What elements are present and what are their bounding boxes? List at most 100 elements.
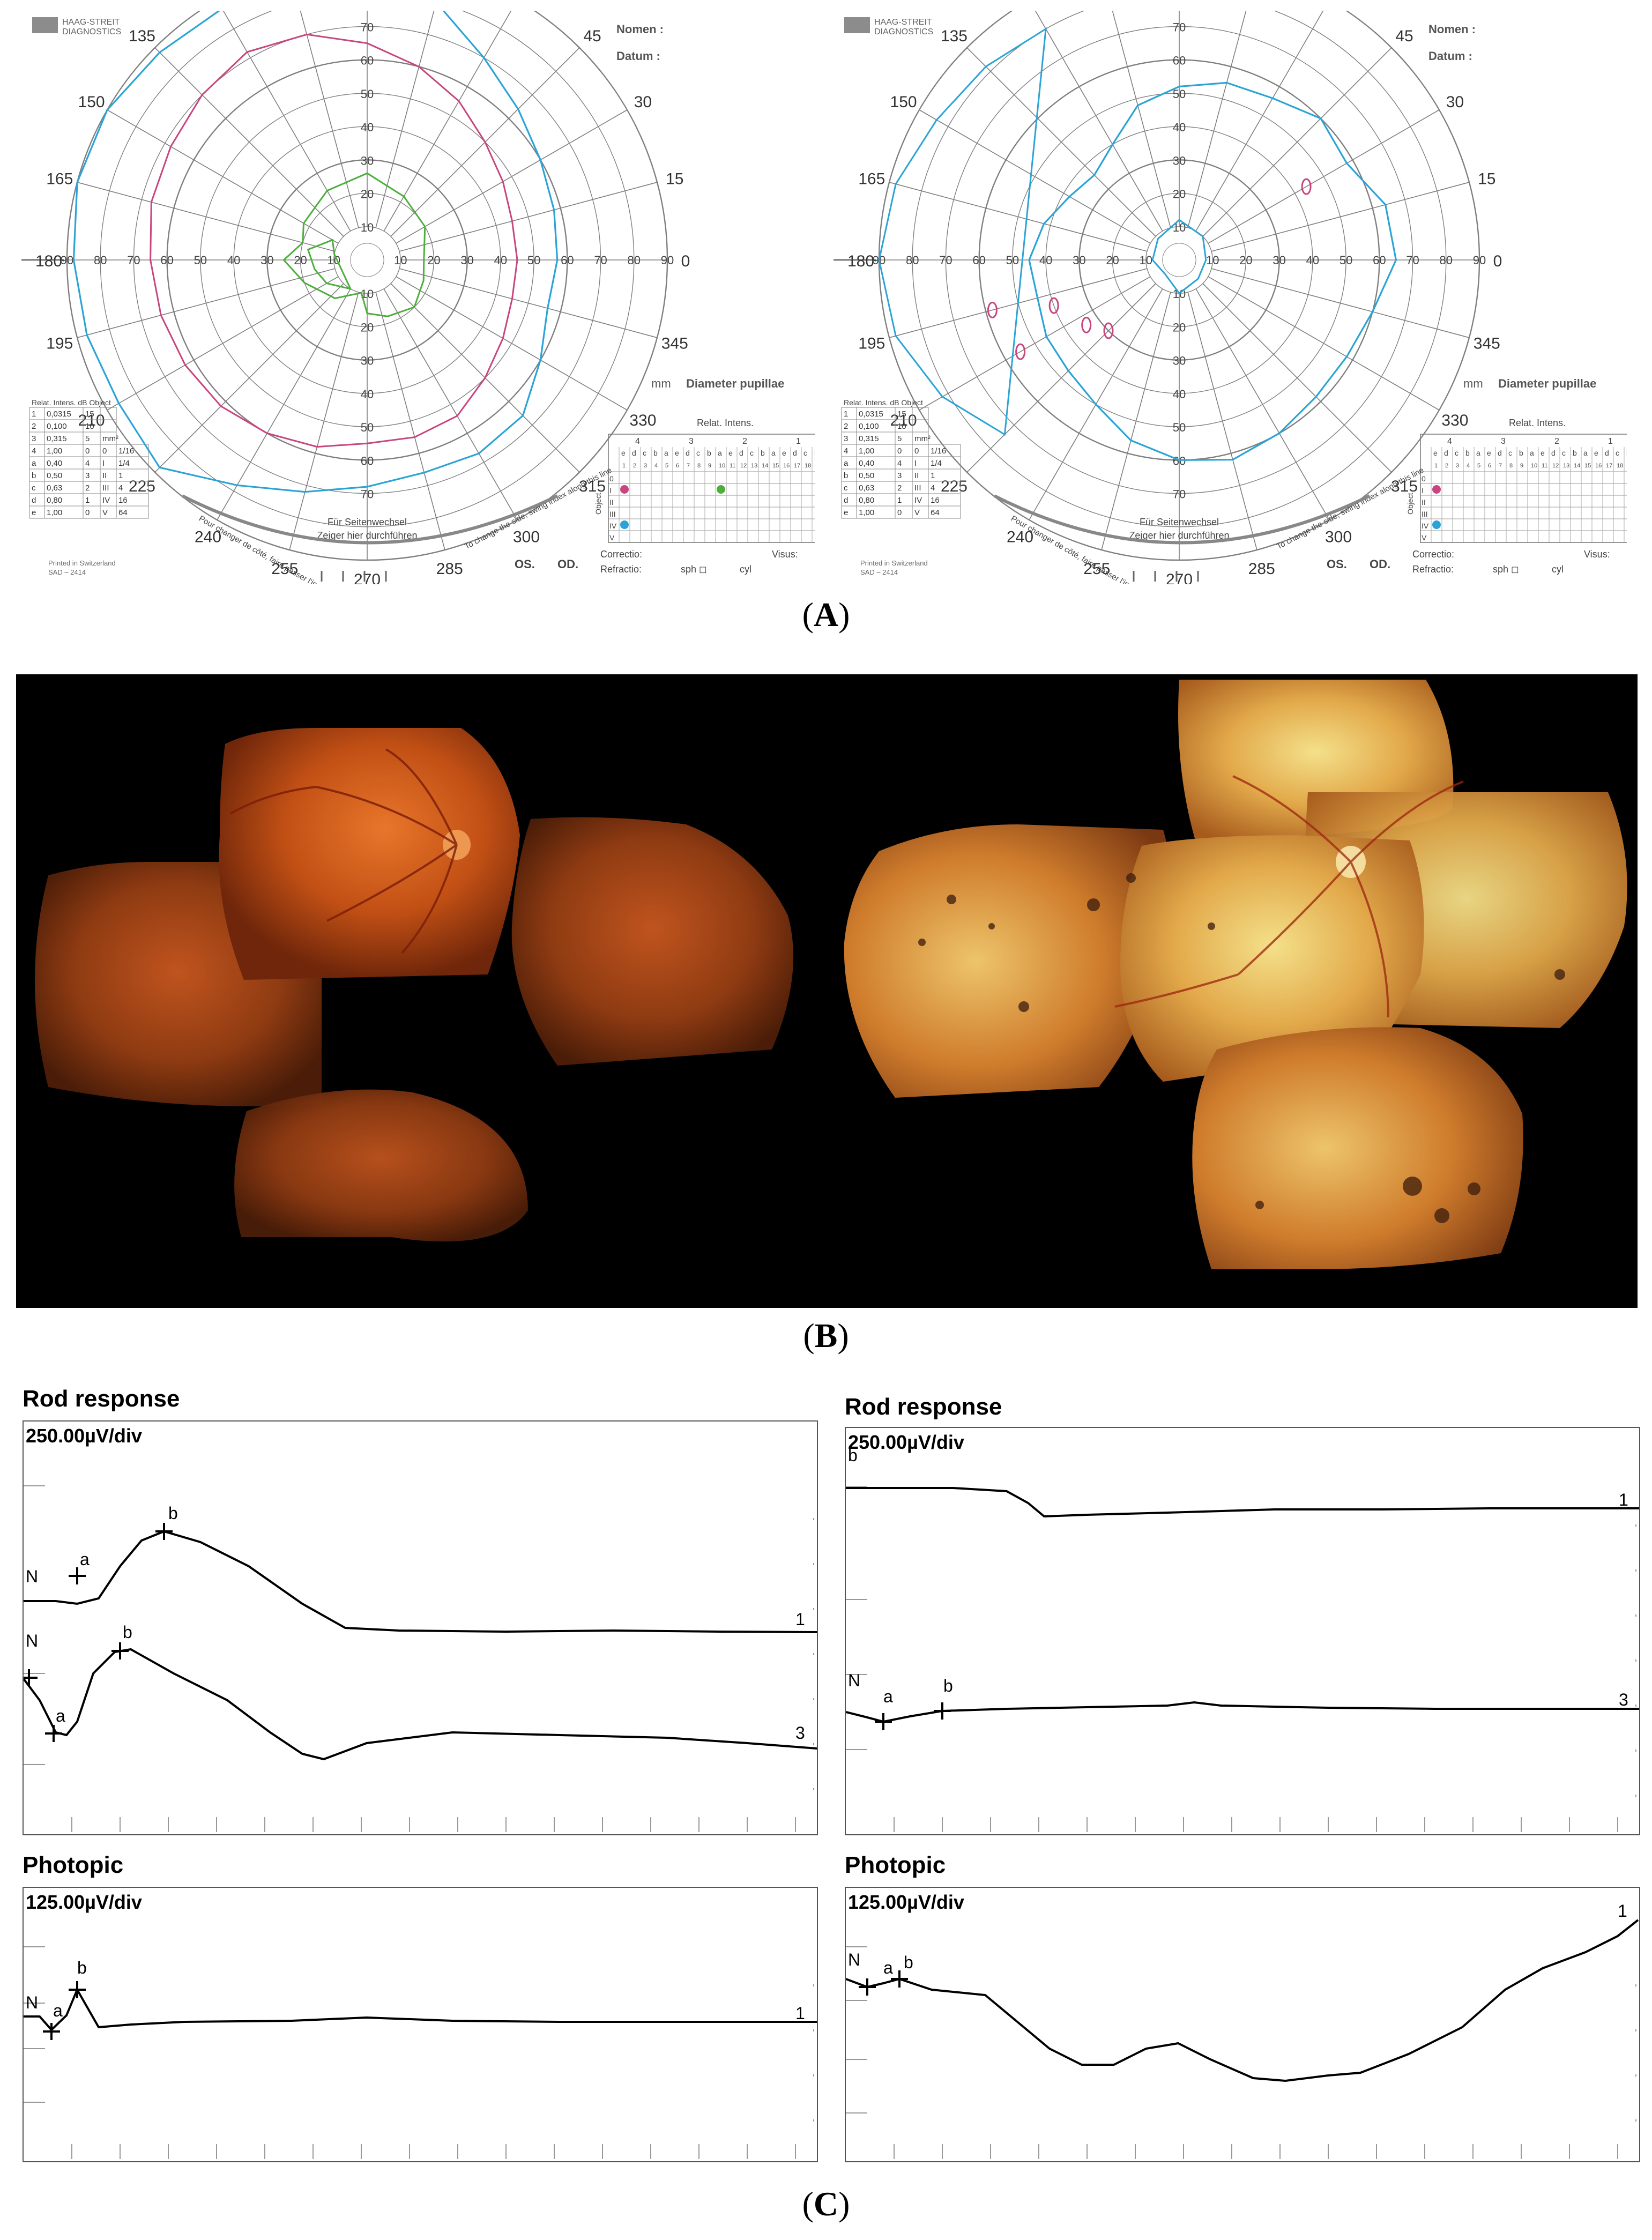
erg-left-photopic-svg: Nab1 [24,1888,817,2161]
perimetry-nomen-label: Nomen : [1428,23,1476,36]
perimetry-angle-label: 45 [1395,27,1413,45]
perimetry-scale-left: 30 [261,254,273,267]
erg-trace-label-1-right: 1 [1619,1490,1628,1509]
perimetry-table-text: 1/16 [118,446,134,456]
perimetry-meridian [155,284,344,472]
perimetry-scale-left: 40 [1039,254,1052,267]
erg-right-photopic-title: Photopic [845,1852,946,1879]
perimetry-scale-up: 20 [361,188,374,201]
perimetry-chart-right-svg: 1201059075604530150345330315300285270255… [834,11,1627,584]
perimetry-table-text: 3 [32,434,36,443]
perimetry-grid-number: 15 [1584,463,1591,469]
perimetry-grid-row: III [1422,510,1428,518]
perimetry-os-label: OS. [1327,557,1347,571]
perimetry-table-header: Relat. Intens. dB Object [844,398,923,407]
perimetry-grid-number: 6 [1488,463,1491,469]
perimetry-scale-right: 60 [1373,254,1386,267]
perimetry-scale-down: 50 [361,421,374,434]
perimetry-scale-down: 40 [1173,388,1186,401]
perimetry-grid-col: a [664,449,668,457]
perimetry-grid-number: 14 [1574,463,1580,469]
erg-marker-a: a [56,1706,65,1725]
perimetry-angle-label: 345 [1474,335,1500,353]
erg-marker-n: N [26,1631,38,1650]
perimetry-meridian [399,269,657,338]
perimetry-meridian [1188,11,1257,228]
perimetry-grid-number: 16 [783,463,790,469]
perimetry-angle-label: 180 [35,252,62,270]
perimetry-grid-col: e [1541,449,1545,457]
perimetry-grid-group: 1 [1608,437,1613,446]
perimetry-table-text: 1 [897,496,902,505]
perimetry-table-text: 64 [118,508,128,517]
perimetry-mm-label: mm [651,377,671,390]
perimetry-ring-5 [351,243,384,277]
perimetry-meridian [107,277,338,410]
perimetry-marker-blue [1432,520,1441,529]
perimetry-grid-col: d [1605,449,1609,457]
perimetry-table-text: 1,00 [47,508,62,517]
perimetry-nomen-label: Nomen : [616,23,664,36]
perimetry-angle-label: 15 [1478,170,1495,188]
erg-marker-n-right: N [848,1671,860,1690]
perimetry-table-text: 0,0315 [47,410,71,419]
perimetry-meridian [77,269,335,338]
panel-label-c: (C) [719,2184,933,2224]
perimetry-datum-label: Datum : [1428,49,1472,63]
perimetry-table-text: 0 [897,446,902,456]
perimetry-scale-left: 40 [227,254,240,267]
perimetry-table-text: V [914,508,920,517]
perimetry-grid-group: 3 [689,437,694,446]
perimetry-table-text: 0,50 [47,471,62,480]
perimetry-grid-col: a [1583,449,1588,457]
perimetry-grid-number: 8 [1509,463,1513,469]
perimetry-scale-down: 50 [1173,421,1186,434]
erg-trace-label-1-phot-right: 1 [1618,1901,1627,1921]
perimetry-table-text: 0 [897,508,902,517]
perimetry-grid-col: d [1551,449,1556,457]
perimetry-grid-col: d [793,449,797,457]
perimetry-meridian [1102,11,1171,228]
perimetry-cyl-label: cyl [1552,564,1564,575]
isopter-blue [73,11,557,492]
perimetry-meridian [384,289,517,520]
perimetry-grid-number: 4 [654,463,658,469]
isopter-blue [1029,83,1396,460]
perimetry-object-label: Object [594,493,602,515]
perimetry-marker-pink [1432,485,1441,494]
perimetry-scale-up: 40 [1173,121,1186,134]
erg-marker-n-phot-right: N [848,1950,860,1969]
perimetry-table-text: 0 [85,446,90,456]
perimetry-scale-down: 70 [1173,488,1186,501]
perimetry-table-text: V [102,508,108,517]
perimetry-table-text: 5 [897,434,902,443]
perimetry-grid-number: 12 [1552,463,1559,469]
isopter-blue-outer [879,29,1046,435]
perimetry-grid-row: I [1422,486,1424,495]
perimetry-grid-col: e [621,449,626,457]
perimetry-table-text: 0,50 [859,471,874,480]
perimetry-table-text: 4 [32,446,36,456]
erg-marker-a-phot: a [53,2001,63,2020]
erg-right-rod-panel: 250.00µV/div bNab13 [845,1427,1640,1835]
perimetry-table-text: 1 [32,410,36,419]
perimetry-table-text: 2 [844,422,848,431]
perimetry-grid-row: IV [1422,522,1429,530]
perimetry-angle-label: 195 [46,335,73,353]
perimetry-table-text: 16 [931,496,940,505]
perimetry-meridian [376,11,445,228]
perimetry-scale-right: 70 [1406,254,1419,267]
perimetry-grid-group: 4 [635,437,640,446]
erg-left-photopic-title: Photopic [23,1852,123,1879]
perimetry-meridian [77,182,335,251]
perimetry-object-table: Relat. Intens. dB Object1 0,0315 152 0,100 1… [842,398,961,518]
perimetry-grid-group: 2 [1554,437,1559,446]
perimetry-scale-left: 60 [160,254,173,267]
erg-right-rod-trace-3 [846,1702,1639,1722]
perimetry-meridian [1203,284,1391,472]
erg-left-rod-trace-1 [24,1531,817,1632]
perimetry-grid-col: b [1573,449,1577,457]
perimetry-scale-down: 40 [361,388,374,401]
perimetry-brand-line1: HAAG-STREIT [62,18,120,27]
perimetry-table-text: 0 [914,446,919,456]
